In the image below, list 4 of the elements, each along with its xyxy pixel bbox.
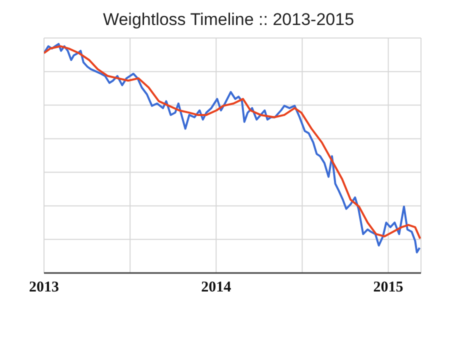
x-tick-label: 2013 [29, 280, 59, 296]
x-tick-label: 2014 [201, 280, 232, 296]
chart-title: Weightloss Timeline :: 2013-2015 [102, 10, 356, 30]
x-tick-label: 2015 [373, 280, 404, 296]
